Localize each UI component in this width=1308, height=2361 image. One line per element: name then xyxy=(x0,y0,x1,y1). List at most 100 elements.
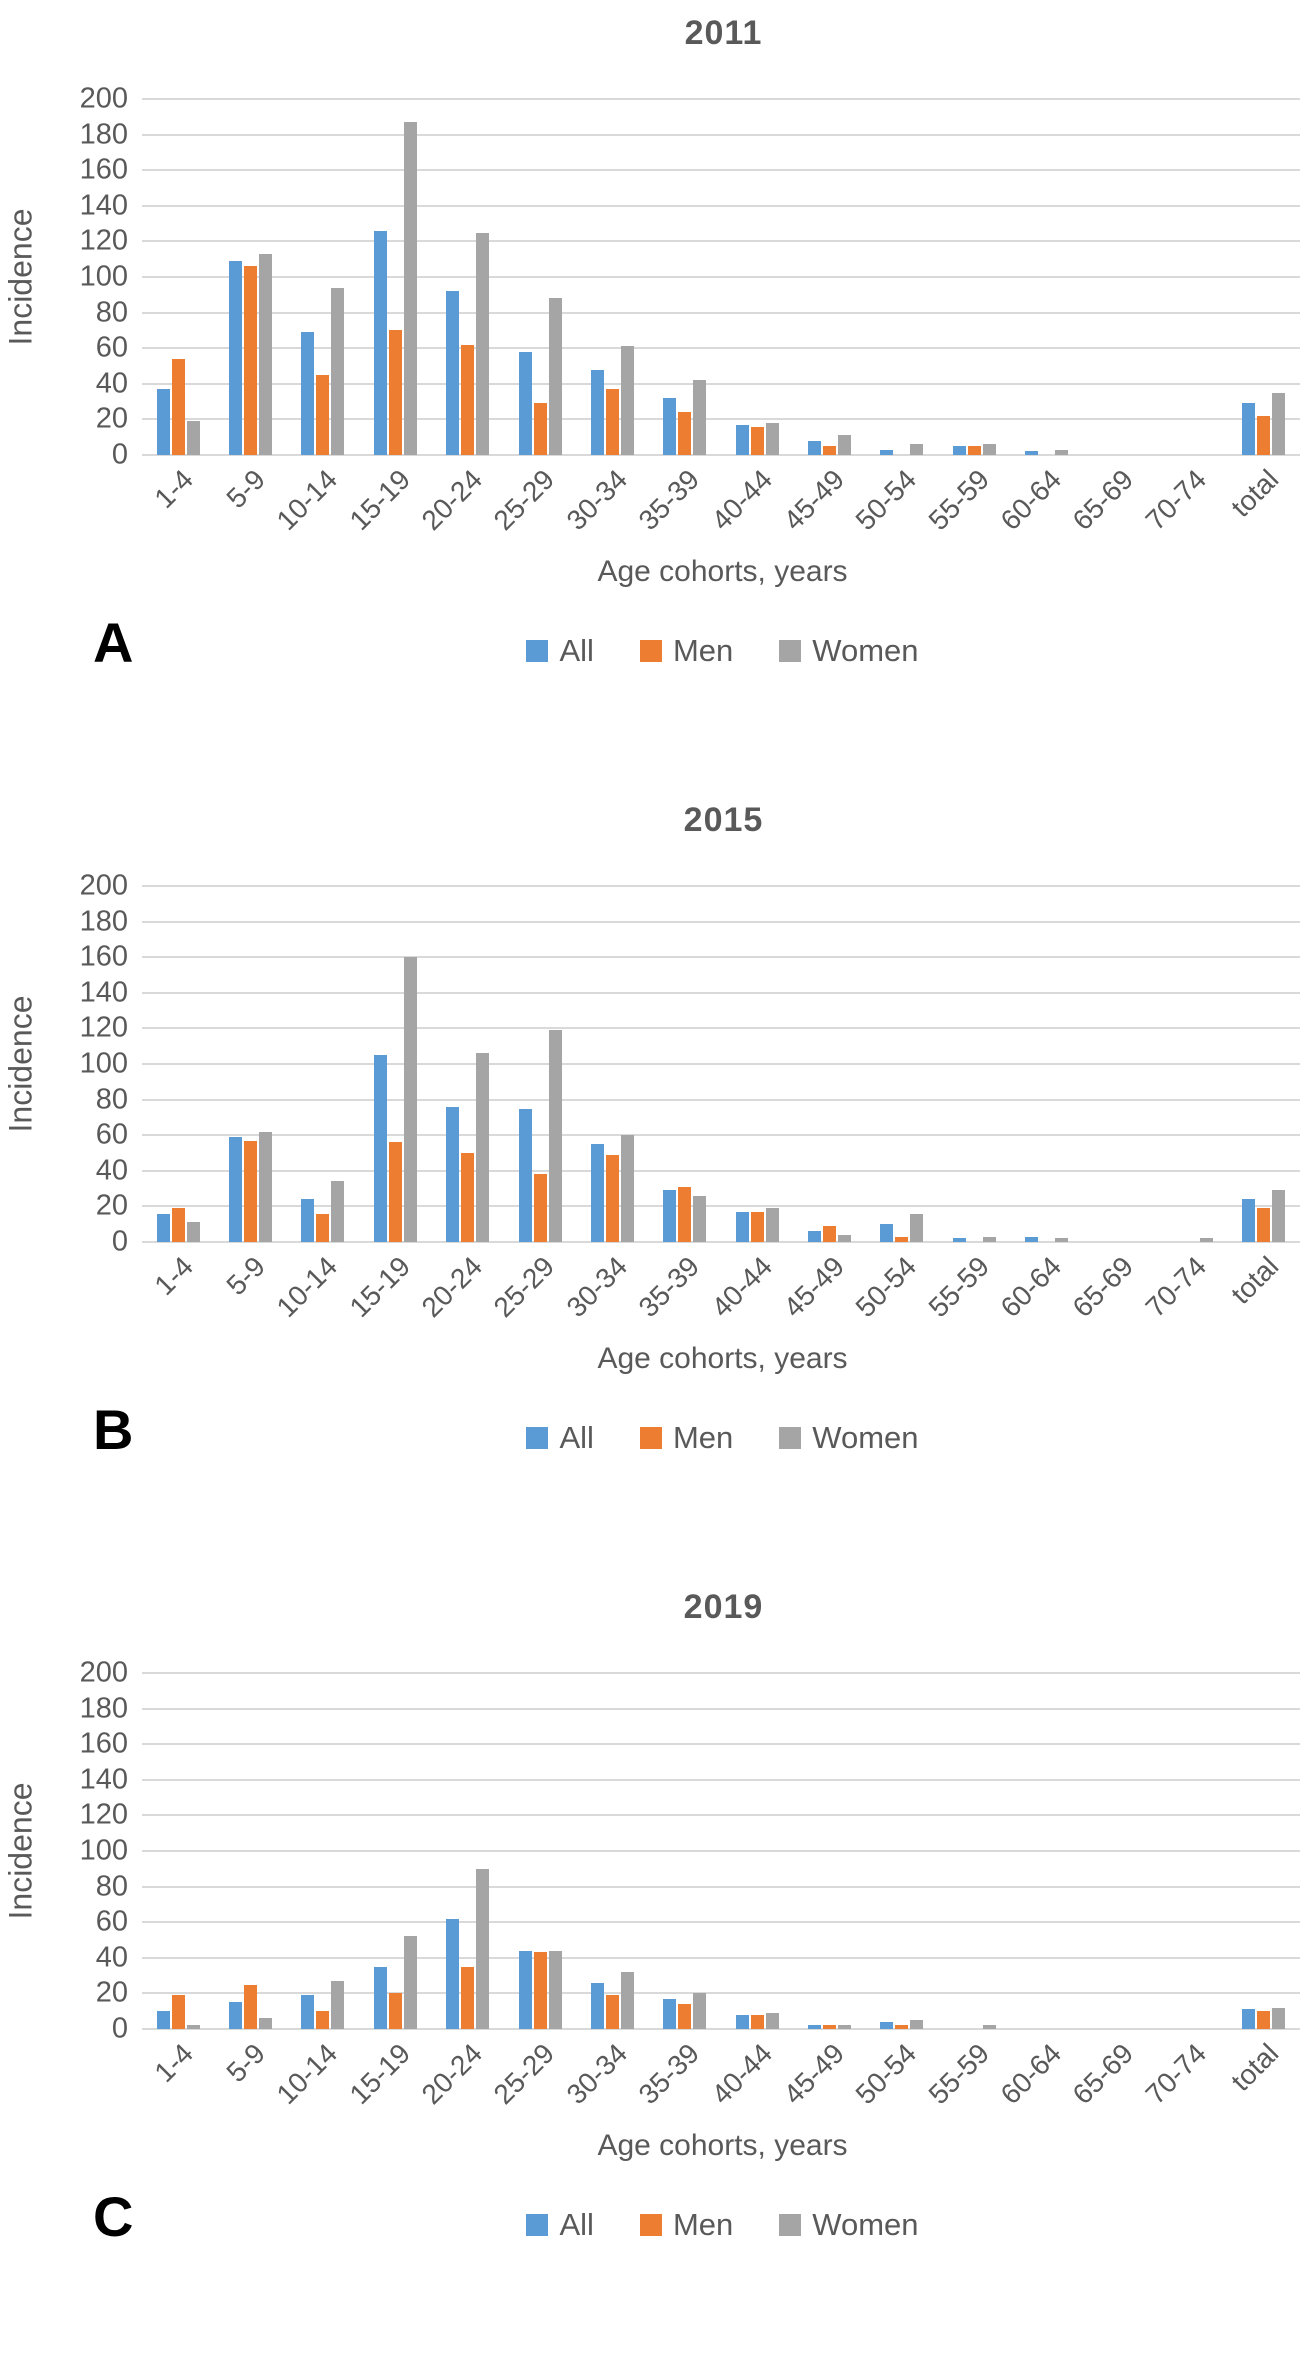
legend-item-all: All xyxy=(526,633,594,669)
gridline xyxy=(142,1921,1300,1924)
x-tick-25-29: 25-29 xyxy=(488,455,576,555)
x-tick-10-14: 10-14 xyxy=(271,2029,359,2129)
y-tick-label: 80 xyxy=(95,296,128,329)
legend-swatch-men xyxy=(639,640,662,662)
bar-men-55-59 xyxy=(967,446,981,455)
bar-women-20-24 xyxy=(476,1053,490,1242)
bar-women-35-39 xyxy=(693,1993,707,2029)
bar-men-40-44 xyxy=(750,2014,764,2029)
bar-women-20-24 xyxy=(476,232,490,455)
bar-men-20-24 xyxy=(461,1153,475,1242)
bar-all-5-9 xyxy=(229,2002,243,2029)
bar-group-15-19 xyxy=(359,1673,431,2029)
legend: All Men Women xyxy=(145,2195,1300,2243)
x-axis-ticks: 1-4 5-9 10-14 15-19 20-24 25-29 30-34 35-39 40-4… xyxy=(142,455,1300,555)
legend-swatch-women xyxy=(779,640,802,662)
bar-women-15-19 xyxy=(403,957,417,1242)
gridline xyxy=(142,1205,1300,1208)
x-tick-55-59: 55-59 xyxy=(922,455,1010,555)
bar-all-25-29 xyxy=(518,351,532,455)
x-tick-65-69: 65-69 xyxy=(1067,2029,1155,2129)
x-tick-label: total xyxy=(1224,1250,1285,1310)
bar-all-40-44 xyxy=(735,424,749,455)
x-tick-65-69: 65-69 xyxy=(1067,1242,1155,1342)
y-axis-ticks: 0 20 40 60 80 100 120 140 160 180 200 xyxy=(42,871,142,1256)
bar-men-35-39 xyxy=(678,1186,692,1242)
bar-women-10-14 xyxy=(331,287,345,455)
gridline xyxy=(142,169,1300,172)
bar-women-30-34 xyxy=(620,1972,634,2029)
y-axis-title-wrap: Incidence xyxy=(0,886,42,1242)
bar-all-45-49 xyxy=(808,2025,822,2029)
bar-men-5-9 xyxy=(244,266,258,455)
gridline xyxy=(142,1956,1300,1959)
legend-item-women: Women xyxy=(779,2207,919,2243)
bar-group-40-44 xyxy=(721,1673,793,2029)
bar-group-70-74 xyxy=(1155,1673,1227,2029)
legend-label: Women xyxy=(812,633,919,668)
y-tick-label: 180 xyxy=(79,118,128,151)
y-tick-label: 120 xyxy=(79,1798,128,1831)
bar-women-total xyxy=(1272,1190,1286,1242)
bar-men-50-54 xyxy=(895,1236,909,1242)
legend-swatch-all xyxy=(526,640,549,662)
y-tick-label: 140 xyxy=(79,1763,128,1796)
bar-group-10-14 xyxy=(287,99,359,455)
bar-group-total xyxy=(1228,99,1300,455)
legend: All Men Women xyxy=(145,1408,1300,1456)
bar-women-40-44 xyxy=(765,1208,779,1242)
x-tick-70-74: 70-74 xyxy=(1139,2029,1227,2129)
x-axis-ticks: 1-4 5-9 10-14 15-19 20-24 25-29 30-34 35-39 40-4… xyxy=(142,2029,1300,2129)
bar-group-20-24 xyxy=(432,1673,504,2029)
chart-area: Incidence 0 20 40 60 80 100 120 140 160 180 200 xyxy=(0,84,1308,469)
bar-group-35-39 xyxy=(649,1673,721,2029)
chart-area: Incidence 0 20 40 60 80 100 120 140 160 180 200 xyxy=(0,1658,1308,2043)
bar-group-15-19 xyxy=(359,99,431,455)
gridline xyxy=(142,311,1300,314)
legend-swatch-women xyxy=(779,1427,802,1449)
gridline xyxy=(142,1885,1300,1888)
bar-group-70-74 xyxy=(1155,886,1227,1242)
bar-all-55-59 xyxy=(952,1238,966,1242)
legend-label: Women xyxy=(812,1420,919,1455)
x-tick-60-64: 60-64 xyxy=(995,455,1083,555)
x-tick-60-64: 60-64 xyxy=(995,1242,1083,1342)
bar-women-50-54 xyxy=(910,1213,924,1242)
bar-women-15-19 xyxy=(403,1936,417,2029)
legend-swatch-all xyxy=(526,2214,549,2236)
legend-item-women: Women xyxy=(779,633,919,669)
bar-group-total xyxy=(1228,1673,1300,2029)
legend-item-men: Men xyxy=(639,2207,733,2243)
x-tick-label: 1-4 xyxy=(148,463,199,515)
bar-men-total xyxy=(1257,2011,1271,2029)
bar-all-60-64 xyxy=(1025,1236,1039,1242)
y-tick-label: 100 xyxy=(79,1047,128,1080)
bar-women-40-44 xyxy=(765,422,779,455)
gridline xyxy=(142,1850,1300,1852)
bar-women-45-49 xyxy=(838,435,852,455)
bar-group-45-49 xyxy=(793,99,865,455)
bar-all-1-4 xyxy=(156,2011,170,2029)
x-tick-15-19: 15-19 xyxy=(343,1242,431,1342)
bar-men-5-9 xyxy=(244,1140,258,1242)
bar-men-15-19 xyxy=(388,1993,402,2029)
bar-men-10-14 xyxy=(316,2011,330,2029)
x-axis-title: Age cohorts, years xyxy=(597,1342,848,1375)
gridline xyxy=(142,1778,1300,1781)
x-tick-label: 1-4 xyxy=(148,2037,199,2089)
bar-group-5-9 xyxy=(214,1673,286,2029)
bar-women-45-49 xyxy=(838,2025,852,2029)
panel-footer: C All Men Women xyxy=(0,2189,1308,2275)
bar-men-25-29 xyxy=(533,403,547,455)
x-tick-45-49: 45-49 xyxy=(778,455,865,555)
bar-group-35-39 xyxy=(649,886,721,1242)
y-tick-label: 200 xyxy=(79,82,128,115)
bar-women-5-9 xyxy=(259,2018,273,2029)
gridline xyxy=(142,454,1300,456)
plot-area xyxy=(142,98,1300,456)
x-tick-35-39: 35-39 xyxy=(633,455,721,555)
bar-group-60-64 xyxy=(1011,886,1083,1242)
bar-men-45-49 xyxy=(823,1225,837,1242)
legend-item-men: Men xyxy=(639,633,733,669)
bar-men-35-39 xyxy=(678,412,692,455)
